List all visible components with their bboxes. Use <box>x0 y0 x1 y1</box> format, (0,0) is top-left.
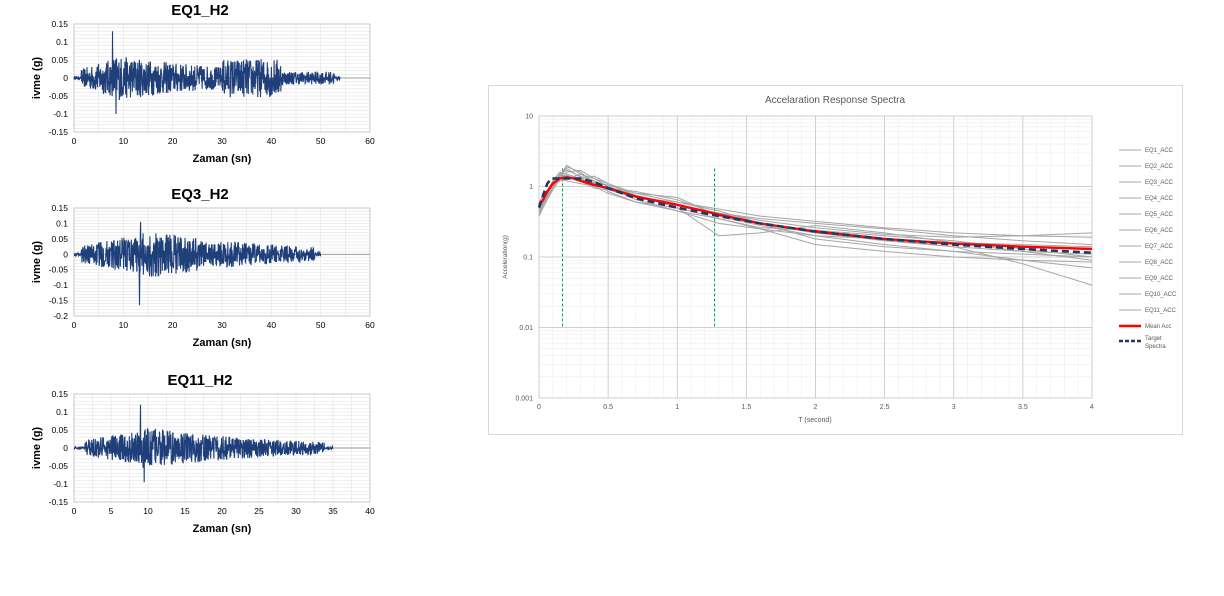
x-axis-label: Zaman (sn) <box>193 337 252 349</box>
x-tick-label: 25 <box>254 506 264 516</box>
y-tick-label: 10 <box>525 114 533 121</box>
y-tick-label: -0.15 <box>49 296 69 306</box>
x-tick-label: 0 <box>537 404 541 411</box>
acceleration-trace <box>73 31 341 115</box>
y-tick-label: -0.15 <box>49 127 69 137</box>
y-tick-label: 0.1 <box>523 255 533 262</box>
time-history-panel-1: EQ1_H2 0.15 0.1 0.05 0 -0.05 -0.1 -0.15 0 10 20 30… <box>20 0 380 176</box>
y-axis-label: ivme (g) <box>31 241 43 284</box>
x-tick-label: 30 <box>217 136 227 146</box>
legend-label: EQ1_ACC <box>1145 148 1174 154</box>
series-line <box>538 169 1093 261</box>
legend-label: Target <box>1145 336 1162 342</box>
legend-label: Spectra <box>1145 344 1166 350</box>
y-tick-label: -0.1 <box>53 280 68 290</box>
y-tick-label: -0.05 <box>49 461 69 471</box>
plot-border <box>73 207 371 317</box>
x-tick-label: 2 <box>814 404 818 411</box>
x-tick-label: 3 <box>952 404 956 411</box>
time-history-panel-2: EQ3_H2 0.15 0.1 0.05 0 -0.05 -0.1 -0.15 -0.2 0 10… <box>20 184 380 360</box>
y-tick-label: -0.05 <box>49 91 69 101</box>
chart-title: Accelaration Response Spectra <box>765 95 906 106</box>
x-tick-label: 35 <box>328 506 338 516</box>
y-tick-label: -0.05 <box>49 265 69 275</box>
x-tick-label: 0.5 <box>603 404 613 411</box>
x-tick-label: 0 <box>72 136 77 146</box>
x-tick-label: 15 <box>180 506 190 516</box>
y-axis-label: Acceleration(g) <box>502 235 509 279</box>
legend-label: EQ2_ACC <box>1145 164 1174 170</box>
time-history-chart: 0.15 0.1 0.05 0 -0.05 -0.1 -0.15 -0.2 0 10 20 30 40 5… <box>31 203 375 349</box>
acceleration-trace <box>73 404 334 483</box>
x-tick-label: 0 <box>72 320 77 330</box>
response-spectra-chart: Accelaration Response Spectra T (second)… <box>502 95 1177 424</box>
time-history-chart: 0.150.10.050-0.05-0.1-0.150 10 20 30 40 50 60Z… <box>31 19 375 165</box>
y-tick-label: -0.1 <box>53 479 68 489</box>
y-tick-label: 0.01 <box>519 325 533 332</box>
y-tick-label: 0.05 <box>51 425 68 435</box>
y-axis-label: ivme (g) <box>31 57 43 100</box>
y-tick-label: 0 <box>63 443 68 453</box>
y-tick-label: -0.1 <box>53 109 68 119</box>
y-axis-label: ivme (g) <box>31 427 43 470</box>
y-tick-label: -0.15 <box>49 497 69 507</box>
x-tick-label: 20 <box>168 320 178 330</box>
x-tick-label: 0 <box>72 506 77 516</box>
legend-label: EQ4_ACC <box>1145 196 1174 202</box>
x-tick-label: 1.5 <box>742 404 752 411</box>
y-tick-label: 0.15 <box>51 203 68 213</box>
y-tick-label: -0.2 <box>53 311 68 321</box>
x-axis-label: Zaman (sn) <box>193 153 252 165</box>
x-tick-label: 60 <box>365 136 375 146</box>
y-tick-label: 0.05 <box>51 234 68 244</box>
y-tick-label: 0 <box>63 73 68 83</box>
legend-label: EQ9_ACC <box>1145 276 1174 282</box>
x-tick-label: 50 <box>316 136 326 146</box>
time-history-title: EQ11_H2 <box>167 372 233 389</box>
time-history-chart: 0.150.10.050-0.05-0.1-0.150 5 10 15 20 25 30 35… <box>31 389 375 535</box>
legend-label: EQ3_ACC <box>1145 180 1174 186</box>
x-tick-label: 10 <box>143 506 153 516</box>
x-tick-label: 3.5 <box>1018 404 1028 411</box>
x-axis-label: T (second) <box>798 417 831 424</box>
y-tick-label: 0.15 <box>51 389 68 399</box>
y-tick-label: 0.001 <box>515 396 533 403</box>
x-tick-label: 40 <box>365 506 375 516</box>
x-tick-label: 4 <box>1090 404 1094 411</box>
x-tick-label: 10 <box>119 320 129 330</box>
response-spectra-chart-area: Accelaration Response Spectra T (second)… <box>488 85 1183 435</box>
legend-label: EQ7_ACC <box>1145 244 1174 250</box>
acceleration-trace <box>73 221 322 306</box>
y-tick-label: 0.1 <box>56 37 68 47</box>
y-tick-label: 0 <box>63 249 68 259</box>
y-tick-label: 0.05 <box>51 55 68 65</box>
x-tick-label: 1 <box>675 404 679 411</box>
time-history-panel-3: EQ11_H2 0.15 0.1 0.05 0 -0.05 -0.1 -0.15 0 5 10 15… <box>20 370 380 546</box>
legend-label: EQ8_ACC <box>1145 260 1174 266</box>
y-tick-label: 0.15 <box>51 19 68 29</box>
legend-label: EQ10_ACC <box>1145 292 1177 298</box>
x-tick-label: 30 <box>291 506 301 516</box>
legend-label: EQ6_ACC <box>1145 228 1174 234</box>
x-tick-label: 40 <box>267 320 277 330</box>
y-tick-label: 1 <box>529 184 533 191</box>
x-tick-label: 60 <box>365 320 375 330</box>
series-line <box>537 177 1093 254</box>
legend-label: EQ11_ACC <box>1145 308 1177 314</box>
legend-label: EQ5_ACC <box>1145 212 1174 218</box>
x-tick-label: 10 <box>119 136 129 146</box>
x-tick-label: 20 <box>168 136 178 146</box>
y-tick-label: 0.1 <box>56 218 68 228</box>
legend-label: Mean Acc <box>1145 324 1171 330</box>
x-axis-label: Zaman (sn) <box>193 523 252 535</box>
time-history-title: EQ3_H2 <box>171 186 229 203</box>
x-tick-label: 40 <box>267 136 277 146</box>
x-tick-label: 2.5 <box>880 404 890 411</box>
x-tick-label: 5 <box>109 506 114 516</box>
x-tick-label: 30 <box>217 320 227 330</box>
x-tick-label: 20 <box>217 506 227 516</box>
x-tick-label: 50 <box>316 320 326 330</box>
time-history-title: EQ1_H2 <box>171 2 229 19</box>
y-tick-label: 0.1 <box>56 407 68 417</box>
